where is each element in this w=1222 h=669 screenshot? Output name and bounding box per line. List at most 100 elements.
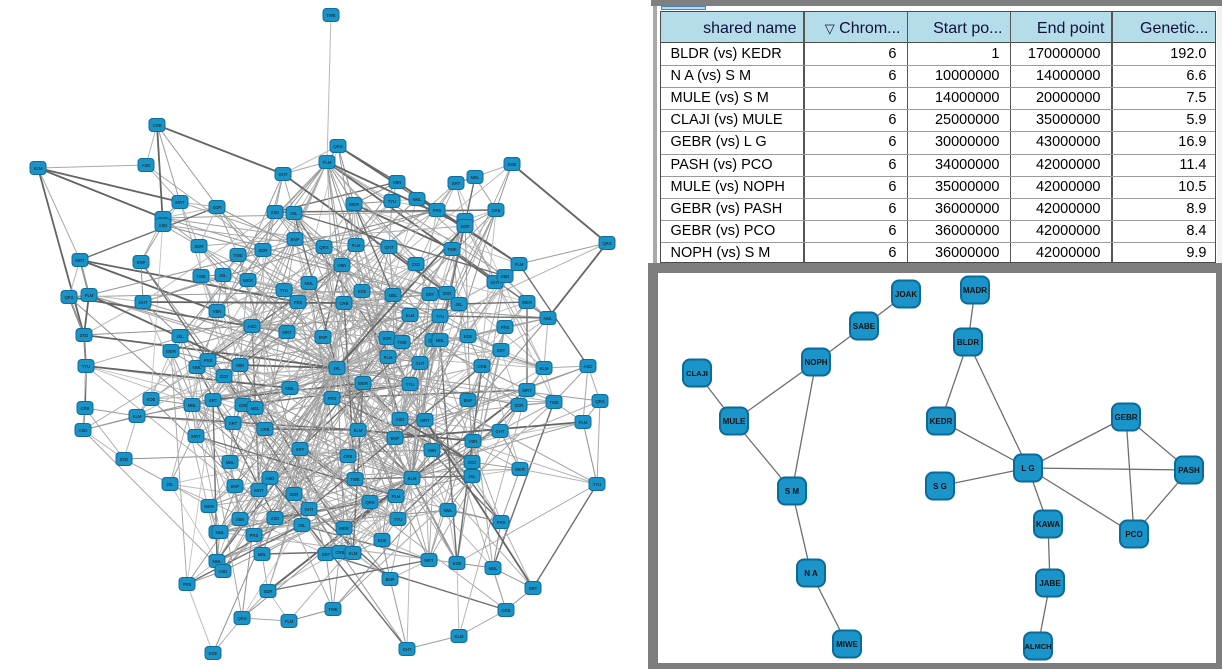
svg-text:SRT: SRT (452, 181, 461, 186)
svg-text:JKL: JKL (455, 302, 463, 307)
svg-text:VBN: VBN (236, 517, 245, 522)
svg-text:JKL: JKL (333, 366, 341, 371)
svg-text:S G: S G (933, 482, 947, 491)
svg-text:L G: L G (1021, 464, 1034, 473)
svg-text:TYU: TYU (406, 382, 415, 387)
svg-text:ASD: ASD (584, 364, 593, 369)
svg-text:TYU: TYU (394, 517, 403, 522)
svg-text:PRS: PRS (501, 325, 510, 330)
svg-text:NML: NML (543, 316, 553, 321)
svg-text:SRT: SRT (529, 586, 538, 591)
svg-text:TWE: TWE (549, 400, 559, 405)
svg-text:WER: WER (515, 467, 525, 472)
svg-text:MBL: MBL (258, 552, 267, 557)
svg-text:CRB: CRB (80, 406, 89, 411)
svg-text:PLM: PLM (85, 293, 94, 298)
svg-text:KDE: KDE (464, 334, 473, 339)
svg-text:BNP: BNP (386, 577, 395, 582)
svg-text:GHT: GHT (384, 245, 393, 250)
svg-text:PLM: PLM (579, 420, 588, 425)
svg-text:MULE: MULE (723, 417, 746, 426)
svg-text:PRS: PRS (433, 208, 442, 213)
svg-text:JABE: JABE (1039, 579, 1061, 588)
svg-text:NML: NML (285, 386, 295, 391)
svg-text:CLAJI: CLAJI (686, 369, 708, 378)
svg-text:PLM: PLM (515, 262, 524, 267)
svg-text:WER: WER (358, 381, 368, 386)
svg-text:WER: WER (339, 526, 349, 531)
svg-text:BNP: BNP (291, 237, 300, 242)
svg-text:PASH: PASH (1178, 466, 1200, 475)
svg-text:CRB: CRB (477, 364, 486, 369)
svg-text:KDE: KDE (239, 403, 248, 408)
svg-text:JKL: JKL (219, 273, 227, 278)
svg-text:SDR: SDR (194, 244, 203, 249)
svg-text:VBN: VBN (213, 309, 222, 314)
svg-text:PLM: PLM (285, 619, 294, 624)
svg-text:ASD: ASD (248, 324, 257, 329)
svg-text:ASD: ASD (396, 417, 405, 422)
svg-text:TWE: TWE (447, 247, 457, 252)
svg-text:JKL: JKL (468, 474, 476, 479)
svg-text:JOAK: JOAK (895, 290, 917, 299)
svg-text:S M: S M (785, 487, 800, 496)
svg-text:MBL: MBL (471, 175, 480, 180)
svg-text:KDE: KDE (358, 289, 367, 294)
svg-text:SRT: SRT (209, 398, 218, 403)
svg-text:QRS: QRS (319, 245, 328, 250)
svg-text:KDE: KDE (209, 651, 218, 656)
svg-text:CRB: CRB (343, 454, 352, 459)
svg-text:VBN: VBN (393, 180, 402, 185)
svg-text:BLDR: BLDR (957, 338, 979, 347)
svg-text:WER: WER (204, 504, 214, 509)
svg-text:PRS: PRS (497, 520, 506, 525)
svg-text:ZXD: ZXD (120, 457, 129, 462)
svg-text:GHT: GHT (138, 300, 147, 305)
svg-text:PRS: PRS (328, 396, 337, 401)
svg-text:TWE: TWE (397, 340, 407, 345)
svg-text:NML: NML (192, 365, 202, 370)
svg-text:CRB: CRB (260, 427, 269, 432)
svg-text:ZXD: ZXD (220, 374, 229, 379)
svg-text:CRB: CRB (339, 301, 348, 306)
svg-text:NML: NML (304, 281, 314, 286)
svg-text:KDE: KDE (147, 397, 156, 402)
svg-text:SRT: SRT (497, 348, 506, 353)
svg-text:WER: WER (243, 278, 253, 283)
svg-text:CRB: CRB (152, 123, 161, 128)
svg-text:GHT: GHT (278, 172, 287, 177)
svg-text:VBN: VBN (428, 448, 437, 453)
svg-text:BNP: BNP (137, 260, 146, 265)
svg-text:BNP: BNP (231, 484, 240, 489)
svg-text:ZXD: ZXD (468, 460, 477, 465)
svg-text:CRB: CRB (501, 608, 510, 613)
svg-text:SRT: SRT (322, 552, 331, 557)
svg-text:SDR: SDR (514, 403, 523, 408)
svg-text:PLM: PLM (384, 355, 393, 360)
svg-text:ALMCH: ALMCH (1024, 642, 1051, 651)
svg-text:MIWE: MIWE (836, 640, 858, 649)
svg-text:GEBR: GEBR (1114, 413, 1137, 422)
svg-text:KLM: KLM (133, 414, 142, 419)
svg-text:GHT: GHT (490, 280, 499, 285)
svg-text:CRB: CRB (491, 208, 500, 213)
svg-text:SRT: SRT (426, 292, 435, 297)
svg-text:QRS: QRS (237, 616, 246, 621)
svg-text:MRT: MRT (282, 330, 292, 335)
svg-text:SDR: SDR (460, 224, 469, 229)
svg-text:WER: WER (166, 349, 176, 354)
svg-text:JKL: JKL (290, 211, 298, 216)
svg-text:BNP: BNP (319, 335, 328, 340)
svg-text:BNP: BNP (464, 398, 473, 403)
svg-text:SDR: SDR (382, 336, 391, 341)
svg-text:SRT: SRT (229, 421, 238, 426)
svg-text:GHT: GHT (304, 507, 313, 512)
svg-text:N A: N A (804, 569, 818, 578)
svg-text:MBL: MBL (251, 406, 260, 411)
svg-text:KLM: KLM (408, 476, 417, 481)
svg-text:TYU: TYU (388, 199, 397, 204)
svg-text:MBL: MBL (389, 293, 398, 298)
svg-text:MBL: MBL (188, 403, 197, 408)
svg-text:NML: NML (212, 559, 222, 564)
svg-text:KDE: KDE (378, 538, 387, 543)
